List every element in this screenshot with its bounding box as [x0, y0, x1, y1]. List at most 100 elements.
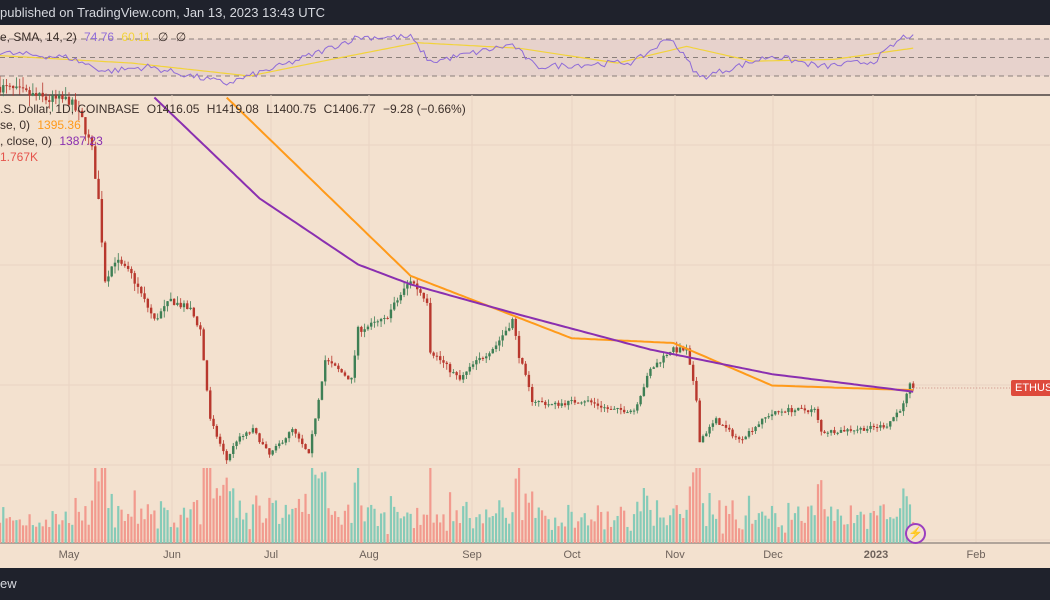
- volume-bar: [271, 502, 274, 543]
- lightning-icon[interactable]: ⚡: [905, 523, 926, 544]
- volume-bar: [583, 513, 586, 543]
- volume-bar: [856, 514, 859, 543]
- candle-body: [596, 403, 600, 406]
- candle-body: [419, 289, 422, 293]
- volume-bar: [169, 526, 172, 543]
- volume-bar: [879, 505, 882, 543]
- candle-body: [176, 302, 179, 305]
- volume-bar: [646, 495, 649, 543]
- volume-bar: [58, 524, 61, 543]
- candle-body: [672, 347, 675, 352]
- volume-bar: [862, 514, 866, 543]
- candle-body: [21, 87, 25, 89]
- candle-body: [337, 365, 340, 370]
- price-chart[interactable]: [0, 25, 1050, 568]
- volume-bar: [314, 474, 317, 543]
- volume-bar: [12, 520, 15, 543]
- volume-bar: [255, 495, 258, 543]
- candle-body: [61, 95, 64, 100]
- candle-body: [71, 99, 74, 105]
- ma-orange-line: [226, 96, 914, 392]
- volume-bar: [25, 525, 28, 543]
- candle-body: [636, 404, 639, 411]
- volume-bar: [527, 502, 530, 543]
- volume-bar: [192, 501, 195, 543]
- volume-bar: [2, 507, 5, 543]
- volume-bar: [35, 526, 38, 543]
- candle-body: [462, 374, 465, 380]
- volume-bar: [215, 488, 218, 543]
- volume-bar: [238, 500, 241, 543]
- volume-bar: [199, 524, 202, 543]
- volume-bar: [905, 496, 908, 543]
- candle-body: [402, 288, 406, 295]
- candle-body: [875, 427, 879, 429]
- volume-bar: [816, 484, 820, 543]
- candle-body: [757, 424, 761, 427]
- volume-bar: [715, 518, 718, 543]
- rsi-extra-2: ∅: [175, 30, 187, 44]
- volume-bar: [665, 525, 668, 543]
- candle-body: [701, 436, 705, 443]
- candle-body: [373, 321, 376, 323]
- volume-bar: [744, 515, 747, 543]
- candle-body: [567, 400, 570, 406]
- volume-bar: [560, 522, 563, 543]
- candle-body: [15, 86, 18, 89]
- volume-bar: [800, 520, 803, 543]
- candle-body: [241, 436, 245, 438]
- candle-body: [478, 357, 481, 361]
- candle-body: [833, 430, 836, 434]
- candle-body: [576, 402, 580, 404]
- volume-bar: [278, 523, 281, 543]
- volume-bar: [498, 500, 501, 543]
- candle-body: [163, 306, 166, 312]
- volume-bar: [196, 500, 199, 543]
- volume-bar: [327, 508, 330, 543]
- candle-body: [340, 369, 343, 373]
- volume-bar: [48, 527, 51, 543]
- x-tick-label: Nov: [665, 549, 685, 561]
- x-tick-label: Oct: [563, 549, 581, 561]
- candle-body: [143, 293, 146, 299]
- candle-body: [481, 357, 485, 359]
- x-tick-label: Feb: [966, 549, 986, 561]
- candle-body: [386, 317, 389, 319]
- volume-bar: [813, 515, 816, 543]
- candle-body: [583, 401, 586, 403]
- candle-body: [186, 303, 189, 310]
- candle-body: [747, 430, 751, 437]
- volume-bar: [616, 515, 619, 543]
- volume-bar: [619, 506, 622, 543]
- volume-bar: [353, 482, 356, 543]
- candle-body: [902, 403, 905, 412]
- volume-bar: [889, 517, 892, 543]
- candle-body: [370, 322, 373, 327]
- volume-bar: [265, 518, 268, 543]
- candle-body: [126, 265, 130, 269]
- volume-bar: [455, 510, 458, 543]
- candle-body: [366, 326, 370, 330]
- candle-body: [317, 399, 320, 419]
- volume-bar: [833, 520, 836, 543]
- volume-bar: [205, 468, 209, 543]
- candle-body: [133, 273, 136, 284]
- candle-body: [87, 134, 90, 138]
- candle-body: [48, 100, 51, 102]
- candle-body: [465, 371, 468, 375]
- candle-body: [304, 444, 307, 450]
- volume-bar: [297, 498, 301, 543]
- high-value: H1419.08: [206, 102, 259, 116]
- candle-body: [590, 400, 593, 403]
- candle-body: [813, 408, 816, 410]
- volume-bar: [284, 504, 287, 543]
- volume-bar: [422, 514, 425, 543]
- candle-body: [570, 400, 573, 402]
- volume-bar: [692, 472, 695, 543]
- volume-bar: [337, 516, 340, 543]
- volume-bar: [448, 492, 452, 543]
- volume-bar: [389, 496, 393, 543]
- volume-bar: [662, 517, 665, 543]
- candle-body: [261, 442, 265, 445]
- volume-bar: [425, 514, 429, 543]
